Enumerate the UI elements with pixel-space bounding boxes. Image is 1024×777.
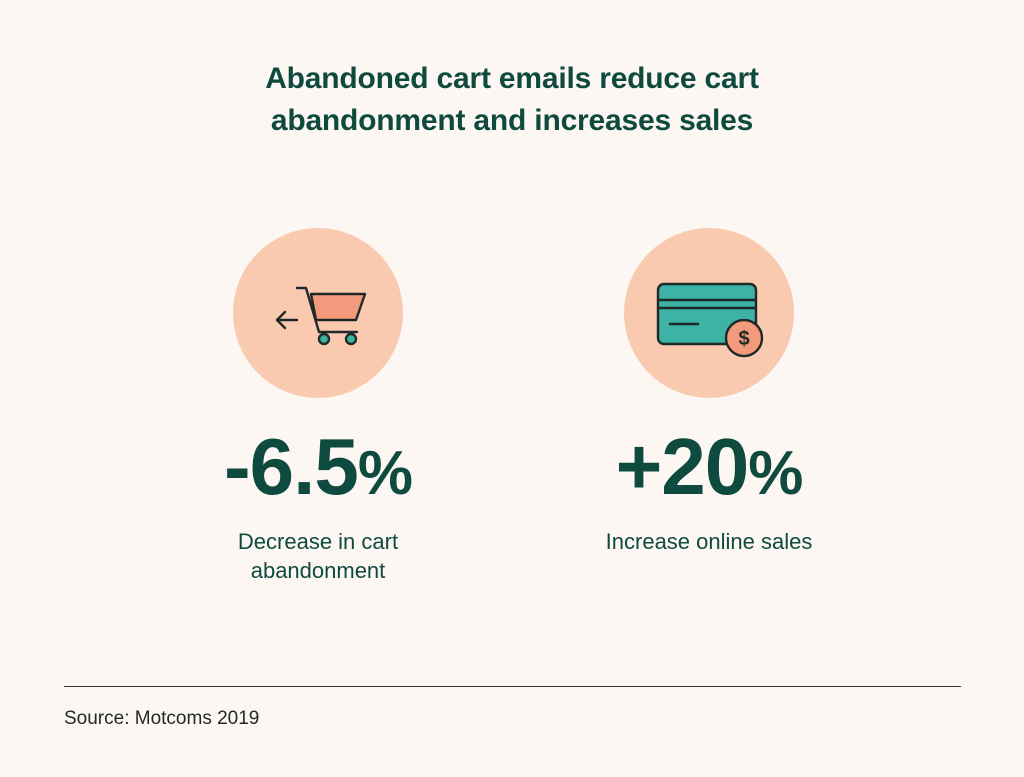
stat-online-sales: $ +20% Increase online sales [539, 228, 879, 556]
source-note: Source: Motcoms 2019 [64, 708, 260, 729]
stat-unit: % [357, 439, 413, 508]
svg-text:$: $ [738, 328, 749, 350]
stat-value: -6.5% [148, 422, 488, 519]
divider [64, 686, 961, 687]
stat-description-line-2: abandonment [250, 558, 386, 583]
shopping-cart-icon [275, 286, 367, 346]
stat-description: Increase online sales [539, 527, 879, 556]
stat-unit: % [748, 439, 803, 508]
stat-icon-circle [233, 228, 403, 398]
credit-card-dollar-icon: $ [656, 282, 764, 358]
title-line-1: Abandoned cart emails reduce cart [265, 62, 759, 95]
stat-description-line-1: Increase online sales [605, 529, 813, 554]
stat-icon-circle: $ [624, 228, 794, 398]
page-title: Abandoned cart emails reduce cart abando… [0, 58, 1024, 142]
stat-number: -6.5 [224, 422, 359, 511]
title-line-2: abandonment and increases sales [270, 104, 754, 137]
stat-value: +20% [539, 422, 879, 519]
stat-number: +20 [615, 422, 750, 511]
stat-cart-abandonment: -6.5% Decrease in cart abandonment [148, 228, 488, 585]
stat-description: Decrease in cart abandonment [148, 527, 488, 585]
stat-description-line-1: Decrease in cart [237, 529, 399, 554]
